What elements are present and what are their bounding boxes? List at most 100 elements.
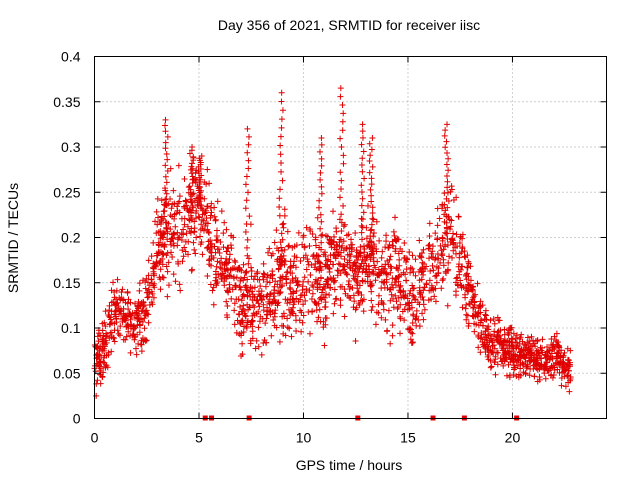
data-point: [319, 286, 326, 293]
data-point: [407, 269, 414, 276]
data-point: [242, 228, 249, 235]
data-point: [239, 317, 246, 324]
data-point: [397, 245, 404, 252]
data-point: [420, 301, 427, 308]
data-point: [468, 286, 475, 293]
data-point: [162, 139, 169, 146]
data-point: [281, 261, 288, 268]
data-point: [440, 275, 447, 282]
data-point: [149, 301, 156, 308]
data-point: [553, 353, 560, 360]
data-point: [368, 192, 375, 199]
data-point: [210, 284, 217, 291]
data-point: [339, 263, 346, 270]
data-point: [171, 200, 178, 207]
data-point: [426, 233, 433, 240]
data-point: [433, 263, 440, 270]
data-point: [464, 270, 471, 277]
data-point: [279, 221, 286, 228]
data-point: [335, 268, 342, 275]
data-point: [284, 268, 291, 275]
data-point: [445, 167, 452, 174]
data-point: [359, 268, 366, 275]
data-point: [370, 230, 377, 237]
data-point: [286, 306, 293, 313]
data-point: [228, 232, 235, 239]
data-point: [189, 173, 196, 180]
data-point: [114, 327, 121, 334]
data-point: [248, 264, 255, 271]
data-point: [367, 227, 374, 234]
data-point: [454, 274, 461, 281]
data-point: [282, 332, 289, 339]
data-point: [369, 303, 376, 310]
data-point: [384, 257, 391, 264]
data-point: [431, 293, 438, 300]
data-point: [266, 279, 273, 286]
data-point: [395, 236, 402, 243]
data-point: [289, 270, 296, 277]
data-point: [346, 277, 353, 284]
data-point: [539, 344, 546, 351]
data-point: [153, 258, 160, 265]
data-point: [245, 189, 252, 196]
data-point: [210, 301, 217, 308]
data-point: [538, 361, 545, 368]
data-point: [359, 216, 366, 223]
data-point: [100, 340, 107, 347]
data-point: [512, 339, 519, 346]
data-point: [322, 303, 329, 310]
data-point: [350, 292, 357, 299]
data-point: [318, 134, 325, 141]
data-point: [161, 213, 168, 220]
data-point: [135, 304, 142, 311]
data-point: [222, 267, 229, 274]
data-point: [461, 253, 468, 260]
data-point: [349, 284, 356, 291]
data-point: [207, 281, 214, 288]
data-point: [367, 186, 374, 193]
data-point: [224, 244, 231, 251]
data-point: [262, 320, 269, 327]
data-point: [409, 304, 416, 311]
data-point: [293, 317, 300, 324]
data-point: [213, 237, 220, 244]
data-point: [362, 257, 369, 264]
data-point: [150, 294, 157, 301]
data-point: [383, 238, 390, 245]
data-point: [332, 255, 339, 262]
data-point: [389, 332, 396, 339]
data-point: [407, 264, 414, 271]
data-point: [373, 218, 380, 225]
data-point: [522, 355, 529, 362]
data-point: [341, 266, 348, 273]
data-point: [326, 291, 333, 298]
data-point: [263, 274, 270, 281]
data-point: [495, 317, 502, 324]
data-point: [113, 300, 120, 307]
data-point: [184, 223, 191, 230]
data-point: [287, 312, 294, 319]
data-point: [327, 240, 334, 247]
data-point: [249, 296, 256, 303]
data-point: [526, 338, 533, 345]
data-point: [234, 266, 241, 273]
data-point: [161, 201, 168, 208]
data-point: [317, 169, 324, 176]
data-point: [138, 348, 145, 355]
data-point: [498, 345, 505, 352]
data-point: [312, 242, 319, 249]
data-point: [336, 194, 343, 201]
data-point: [245, 255, 252, 262]
data-point: [168, 205, 175, 212]
data-point: [379, 299, 386, 306]
data-point: [315, 253, 322, 260]
data-point: [408, 329, 415, 336]
data-point: [455, 213, 462, 220]
data-point: [308, 296, 315, 303]
data-point: [281, 246, 288, 253]
data-point: [373, 309, 380, 316]
data-point: [357, 297, 364, 304]
data-point: [383, 328, 390, 335]
data-point: [565, 379, 572, 386]
